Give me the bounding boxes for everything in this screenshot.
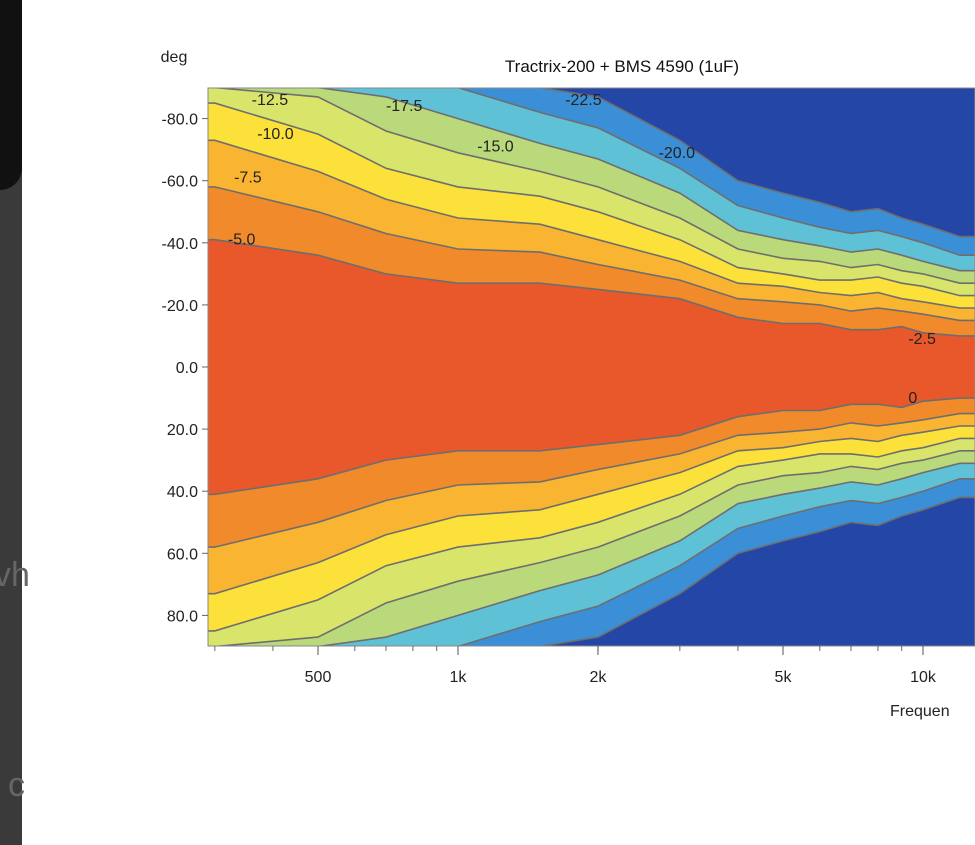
x-tick-label: 2k [590,669,608,686]
y-tick-label: 60.0 [167,546,198,563]
y-tick-label: -60.0 [162,174,199,191]
heatmap-band--5.0 [208,239,975,495]
contour-line-lower--7.5 [208,412,975,548]
x-axis-label: Frequen [890,703,950,720]
contour-label: -12.5 [252,92,289,109]
x-tick-label: 10k [910,669,937,686]
x-tick-label: 5k [775,669,793,686]
y-tick-label: 20.0 [167,422,198,439]
contour-line-upper--5.0 [208,238,975,337]
contour-line-upper--17.5 [208,88,975,272]
contour-line-upper--22.5 [208,88,975,238]
y-tick-label: -20.0 [162,298,199,315]
contour-line-lower--22.5 [208,496,975,646]
y-tick-label: 40.0 [167,484,198,501]
background-dark-shape [0,0,22,190]
y-tick-label: -40.0 [162,236,199,253]
x-tick-label: 1k [450,669,468,686]
contour-label: -22.5 [565,92,602,109]
x-tick-label: 500 [305,669,332,686]
y-axis-label: deg [161,49,188,66]
contour-line-upper--20.0 [208,88,975,256]
contour-line-lower--17.5 [208,462,975,646]
y-tick-label: 80.0 [167,608,198,625]
contour-line-lower--12.5 [208,437,975,632]
background-side-panel [0,0,22,845]
contour-line-lower--5.0 [208,397,975,496]
contour-label: -20.0 [659,145,696,162]
contour-label: -7.5 [234,170,262,187]
contour-label: -10.0 [257,126,294,143]
contour-line-upper--15.0 [208,88,975,284]
contour-line-lower--15.0 [208,450,975,646]
contour-label: -15.0 [477,139,514,156]
y-tick-label: 0.0 [176,360,198,377]
contour-label: -2.5 [908,331,936,348]
y-tick-label: -80.0 [162,112,199,129]
background-text-fragment: vh [0,556,30,594]
background-text-fragment: c [8,766,25,804]
contour-line-upper--10.0 [208,139,975,309]
contour-line-lower--20.0 [208,478,975,646]
chart-title: Tractrix-200 + BMS 4590 (1uF) [505,57,739,76]
contour-label: -5.0 [228,232,256,249]
contour-line-lower--10.0 [208,425,975,595]
contour-line-upper--7.5 [208,186,975,322]
contour-label: 0 [908,390,917,407]
contour-label: -17.5 [386,98,423,115]
contour-line-upper--12.5 [208,102,975,297]
